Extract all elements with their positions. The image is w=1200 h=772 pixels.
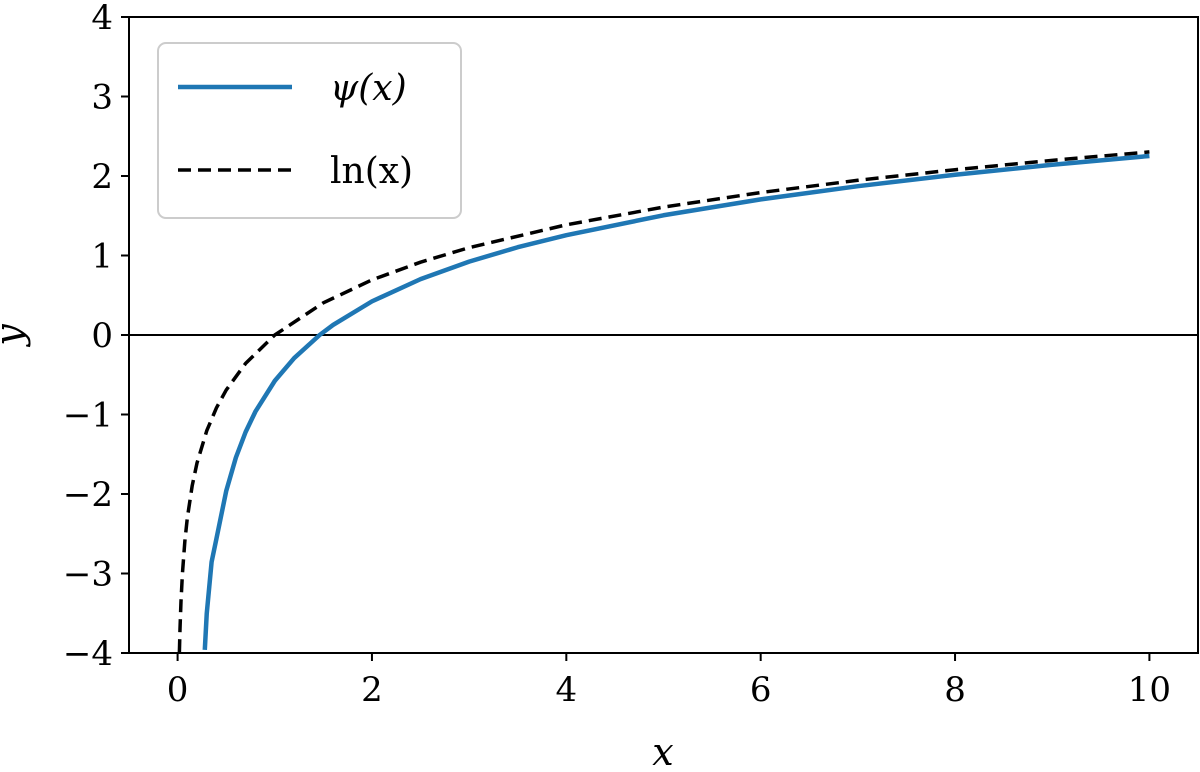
x-axis-label: x <box>652 730 673 772</box>
y-axis: −4 −3 −2 −1 0 1 2 3 4 <box>63 0 129 674</box>
legend-label-psi: ψ(x) <box>330 68 407 109</box>
x-tick-label-0: 0 <box>167 670 189 710</box>
y-tick-label-2: −2 <box>63 475 113 515</box>
x-tick-label-4: 8 <box>944 670 966 710</box>
x-tick-label-5: 10 <box>1128 670 1171 710</box>
y-tick-label-6: 2 <box>91 157 113 197</box>
y-axis-label: y <box>0 324 31 348</box>
y-tick-label-0: −4 <box>63 634 113 674</box>
y-tick-label-5: 1 <box>91 237 113 277</box>
legend: ψ(x) ln(x) <box>157 42 462 219</box>
y-tick-label-4: 0 <box>91 316 113 356</box>
x-tick-label-1: 2 <box>361 670 383 710</box>
series-line-0 <box>202 153 1150 650</box>
x-axis: 0 2 4 6 8 10 <box>167 653 1171 710</box>
legend-label-ln: ln(x) <box>330 151 413 192</box>
y-tick-label-1: −3 <box>63 555 113 595</box>
legend-box <box>157 42 462 219</box>
series-layer <box>177 150 1150 653</box>
y-tick-label-8: 4 <box>91 0 113 38</box>
series-line-1 <box>177 150 1150 653</box>
x-tick-label-2: 4 <box>555 670 577 710</box>
y-tick-label-7: 3 <box>91 78 113 118</box>
y-tick-label-3: −1 <box>63 396 113 436</box>
x-tick-label-3: 6 <box>750 670 772 710</box>
